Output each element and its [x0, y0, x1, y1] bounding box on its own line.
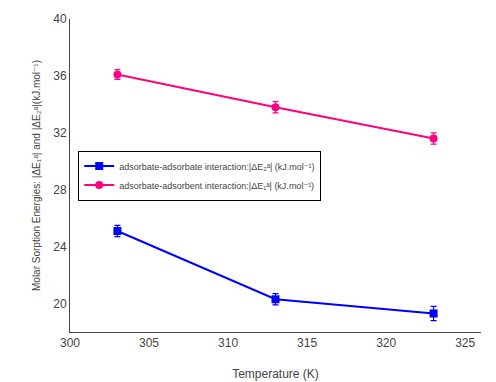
- svg-text:24: 24: [53, 240, 67, 254]
- svg-text:adsorbate-adsorbent interactio: adsorbate-adsorbent interaction:|ΔE₁ᵃ| (…: [119, 181, 314, 191]
- svg-text:320: 320: [376, 336, 396, 350]
- svg-text:325: 325: [455, 336, 475, 350]
- svg-text:300: 300: [60, 336, 80, 350]
- svg-text:310: 310: [218, 336, 238, 350]
- svg-text:Temperature (K): Temperature (K): [232, 367, 319, 381]
- svg-text:40: 40: [53, 12, 67, 26]
- svg-text:32: 32: [53, 126, 67, 140]
- svg-text:305: 305: [139, 336, 159, 350]
- svg-text:adsorbate-adsorbate interactio: adsorbate-adsorbate interaction:|ΔE₂ᵃ| (…: [119, 162, 314, 172]
- svg-text:28: 28: [53, 183, 67, 197]
- svg-text:36: 36: [53, 69, 67, 83]
- svg-text:Molar Sorption Energies: |ΔE₁ᵃ: Molar Sorption Energies: |ΔE₁ᵃ| and |ΔE₂…: [31, 60, 42, 291]
- svg-text:20: 20: [53, 297, 67, 311]
- svg-text:315: 315: [297, 336, 317, 350]
